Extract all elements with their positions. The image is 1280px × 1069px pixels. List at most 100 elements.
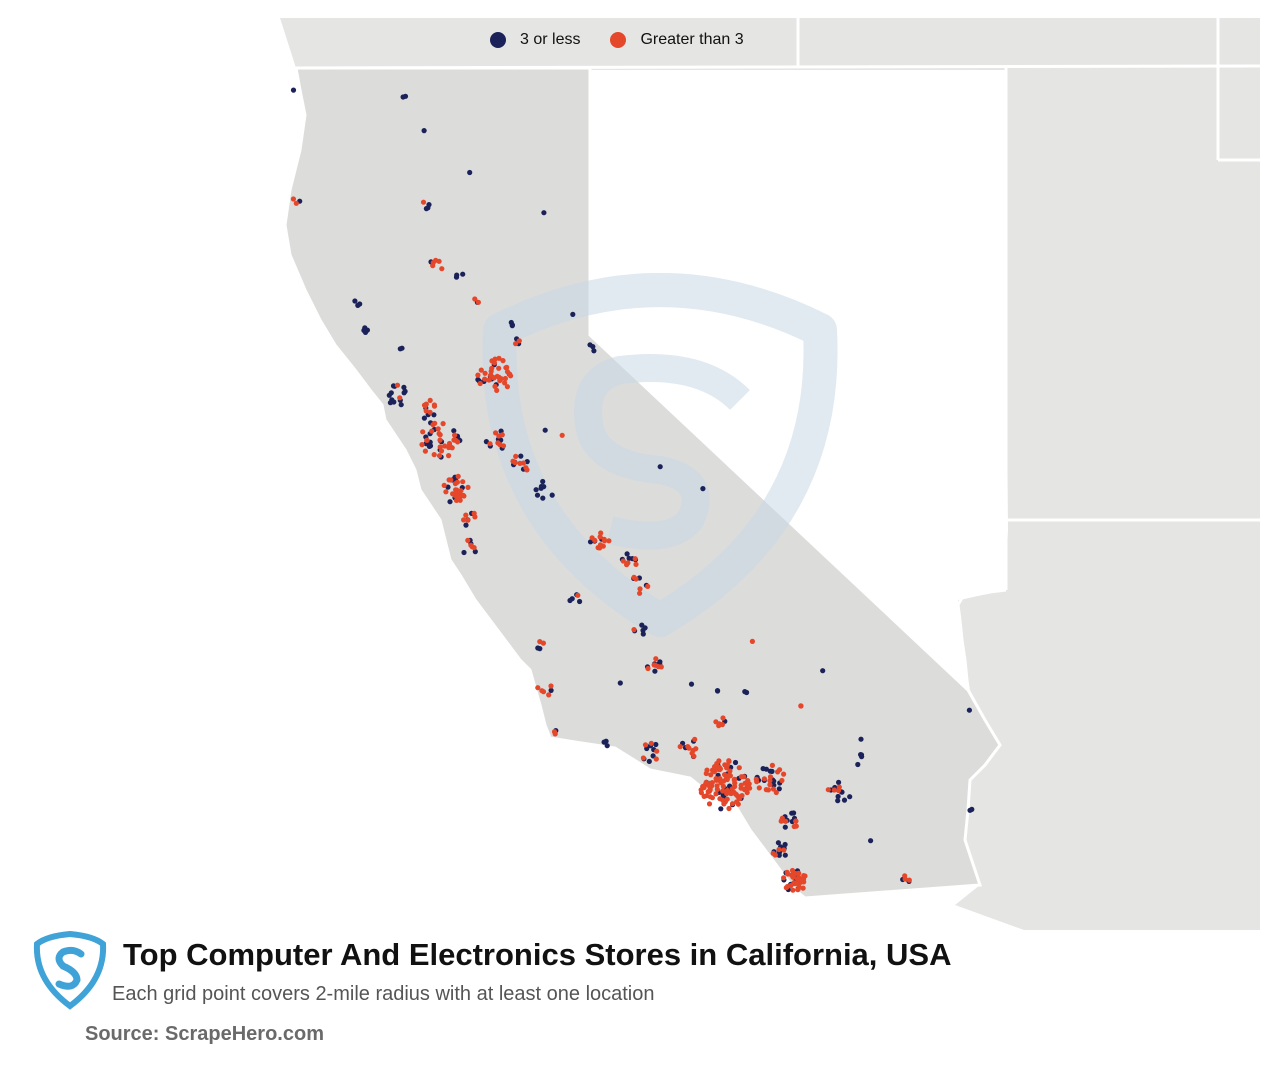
grid-point-greater-than-3 bbox=[502, 375, 508, 382]
grid-point-3-or-less bbox=[966, 707, 973, 713]
grid-point-3-or-less bbox=[626, 555, 632, 561]
grid-point-greater-than-3 bbox=[773, 789, 779, 796]
grid-point-3-or-less bbox=[657, 464, 663, 470]
grid-point-greater-than-3 bbox=[713, 776, 719, 782]
grid-point-greater-than-3 bbox=[429, 428, 435, 434]
grid-point-greater-than-3 bbox=[775, 769, 781, 775]
grid-point-3-or-less bbox=[771, 778, 777, 784]
grid-point-greater-than-3 bbox=[756, 785, 762, 791]
grid-point-greater-than-3 bbox=[633, 561, 639, 568]
grid-point-3-or-less bbox=[835, 798, 841, 804]
grid-point-greater-than-3 bbox=[637, 590, 643, 596]
grid-point-greater-than-3 bbox=[436, 258, 442, 264]
grid-point-greater-than-3 bbox=[746, 781, 752, 787]
grid-point-greater-than-3 bbox=[437, 437, 443, 443]
legend-dot-orange bbox=[610, 32, 627, 48]
grid-point-3-or-less bbox=[603, 738, 609, 744]
grid-point-greater-than-3 bbox=[491, 360, 497, 366]
grid-point-greater-than-3 bbox=[703, 770, 709, 777]
grid-point-greater-than-3 bbox=[779, 777, 785, 784]
grid-point-greater-than-3 bbox=[461, 493, 467, 499]
grid-point-greater-than-3 bbox=[724, 796, 730, 802]
grid-point-greater-than-3 bbox=[785, 871, 791, 877]
grid-point-greater-than-3 bbox=[496, 433, 502, 439]
legend-item-3-or-less: 3 or less bbox=[490, 31, 580, 49]
grid-point-greater-than-3 bbox=[727, 790, 733, 796]
grid-point-greater-than-3 bbox=[685, 744, 691, 750]
grid-point-3-or-less bbox=[538, 483, 545, 490]
grid-point-greater-than-3 bbox=[489, 365, 495, 371]
grid-point-greater-than-3 bbox=[749, 638, 756, 645]
grid-point-greater-than-3 bbox=[460, 479, 466, 485]
grid-point-greater-than-3 bbox=[709, 780, 715, 786]
grid-point-greater-than-3 bbox=[512, 460, 518, 466]
grid-point-greater-than-3 bbox=[432, 420, 438, 426]
grid-point-3-or-less bbox=[624, 551, 630, 557]
grid-point-greater-than-3 bbox=[486, 377, 492, 383]
grid-point-3-or-less bbox=[688, 681, 695, 687]
grid-point-3-or-less bbox=[451, 428, 457, 434]
grid-point-3-or-less bbox=[518, 453, 524, 459]
grid-point-greater-than-3 bbox=[724, 776, 730, 783]
grid-point-greater-than-3 bbox=[906, 877, 912, 883]
grid-point-greater-than-3 bbox=[493, 430, 499, 436]
legend-label: 3 or less bbox=[520, 31, 581, 48]
grid-point-greater-than-3 bbox=[597, 534, 603, 540]
grid-point-3-or-less bbox=[782, 824, 788, 830]
grid-point-greater-than-3 bbox=[504, 384, 510, 390]
grid-point-greater-than-3 bbox=[454, 490, 460, 496]
grid-point-greater-than-3 bbox=[420, 199, 427, 205]
grid-point-greater-than-3 bbox=[692, 736, 698, 743]
grid-point-greater-than-3 bbox=[492, 383, 498, 389]
watermark-shield bbox=[482, 273, 838, 637]
grid-point-3-or-less bbox=[570, 311, 576, 317]
grid-point-greater-than-3 bbox=[495, 440, 501, 446]
grid-point-greater-than-3 bbox=[496, 365, 502, 371]
grid-point-3-or-less bbox=[639, 622, 645, 628]
grid-point-3-or-less bbox=[590, 344, 596, 350]
grid-point-3-or-less bbox=[604, 743, 610, 749]
grid-point-greater-than-3 bbox=[714, 786, 721, 793]
grid-point-greater-than-3 bbox=[736, 765, 742, 771]
grid-point-greater-than-3 bbox=[781, 847, 787, 853]
grid-point-greater-than-3 bbox=[795, 887, 801, 893]
grid-point-3-or-less bbox=[714, 688, 721, 694]
grid-point-3-or-less bbox=[567, 597, 573, 604]
grid-point-greater-than-3 bbox=[620, 558, 626, 564]
grid-point-3-or-less bbox=[472, 549, 478, 555]
grid-point-greater-than-3 bbox=[718, 780, 724, 786]
grid-point-3-or-less bbox=[542, 427, 548, 433]
grid-point-3-or-less bbox=[467, 169, 473, 176]
grid-point-3-or-less bbox=[431, 412, 437, 418]
grid-point-greater-than-3 bbox=[498, 376, 504, 382]
grid-point-3-or-less bbox=[652, 668, 658, 674]
grid-point-greater-than-3 bbox=[737, 795, 743, 802]
grid-point-greater-than-3 bbox=[689, 750, 695, 756]
grid-point-greater-than-3 bbox=[769, 762, 776, 769]
grid-point-greater-than-3 bbox=[589, 535, 595, 541]
grid-point-greater-than-3 bbox=[651, 662, 657, 668]
grid-point-greater-than-3 bbox=[720, 715, 726, 721]
grid-point-3-or-less bbox=[461, 549, 467, 556]
grid-point-greater-than-3 bbox=[440, 421, 446, 427]
grid-point-greater-than-3 bbox=[796, 870, 802, 876]
dots-greater-than-3 bbox=[290, 196, 912, 893]
grid-point-greater-than-3 bbox=[475, 372, 481, 378]
grid-point-3-or-less bbox=[732, 759, 739, 766]
grid-point-greater-than-3 bbox=[789, 867, 796, 874]
grid-point-greater-than-3 bbox=[424, 437, 430, 443]
grid-point-3-or-less bbox=[836, 779, 842, 786]
grid-point-greater-than-3 bbox=[738, 774, 745, 780]
grid-point-greater-than-3 bbox=[478, 367, 484, 373]
grid-point-greater-than-3 bbox=[465, 537, 471, 544]
grid-point-greater-than-3 bbox=[781, 875, 787, 881]
grid-point-greater-than-3 bbox=[524, 467, 530, 473]
grid-point-greater-than-3 bbox=[597, 545, 603, 551]
grid-point-greater-than-3 bbox=[726, 805, 732, 812]
grid-point-3-or-less bbox=[841, 797, 848, 803]
grid-point-greater-than-3 bbox=[516, 338, 522, 344]
grid-point-greater-than-3 bbox=[732, 783, 738, 790]
grid-point-greater-than-3 bbox=[446, 453, 452, 459]
grid-point-greater-than-3 bbox=[482, 370, 488, 376]
grid-point-3-or-less bbox=[534, 492, 541, 498]
